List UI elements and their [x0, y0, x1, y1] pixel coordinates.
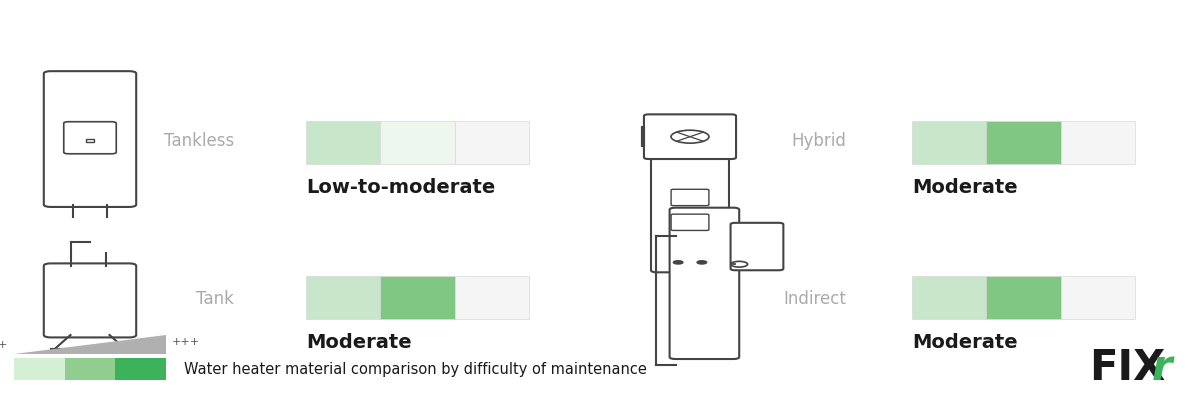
Bar — [912, 276, 986, 319]
Bar — [14, 358, 65, 380]
Text: Moderate: Moderate — [306, 333, 412, 352]
Bar — [912, 121, 986, 164]
FancyBboxPatch shape — [671, 214, 709, 230]
Text: +++: +++ — [172, 337, 199, 347]
Text: Low-to-moderate: Low-to-moderate — [306, 178, 496, 197]
Circle shape — [673, 261, 683, 264]
Bar — [455, 276, 529, 319]
Bar — [1061, 121, 1135, 164]
FancyBboxPatch shape — [670, 208, 739, 359]
Bar — [1061, 276, 1135, 319]
Bar — [86, 139, 95, 142]
Text: Moderate: Moderate — [912, 333, 1018, 352]
FancyBboxPatch shape — [644, 115, 736, 159]
Text: Moderate: Moderate — [912, 178, 1018, 197]
Text: Tankless: Tankless — [163, 132, 234, 150]
Circle shape — [697, 261, 707, 264]
FancyBboxPatch shape — [731, 223, 784, 270]
Bar — [455, 121, 529, 164]
Text: Water heater material comparison by difficulty of maintenance: Water heater material comparison by diff… — [184, 362, 647, 377]
FancyBboxPatch shape — [650, 155, 728, 272]
Text: +: + — [0, 340, 7, 350]
Text: r: r — [1152, 346, 1172, 389]
Bar — [115, 358, 166, 380]
Text: Hybrid: Hybrid — [791, 132, 846, 150]
Polygon shape — [14, 335, 166, 354]
Text: Tank: Tank — [196, 290, 234, 308]
FancyBboxPatch shape — [43, 71, 137, 207]
Bar — [306, 121, 380, 164]
Text: Indirect: Indirect — [784, 290, 846, 308]
Bar — [380, 276, 455, 319]
Bar — [986, 276, 1061, 319]
FancyBboxPatch shape — [671, 189, 709, 206]
Bar — [986, 121, 1061, 164]
FancyBboxPatch shape — [43, 263, 137, 337]
Bar — [306, 276, 380, 319]
FancyBboxPatch shape — [64, 122, 116, 154]
Bar — [65, 358, 115, 380]
Text: FIX: FIX — [1090, 346, 1166, 389]
Bar — [380, 121, 455, 164]
